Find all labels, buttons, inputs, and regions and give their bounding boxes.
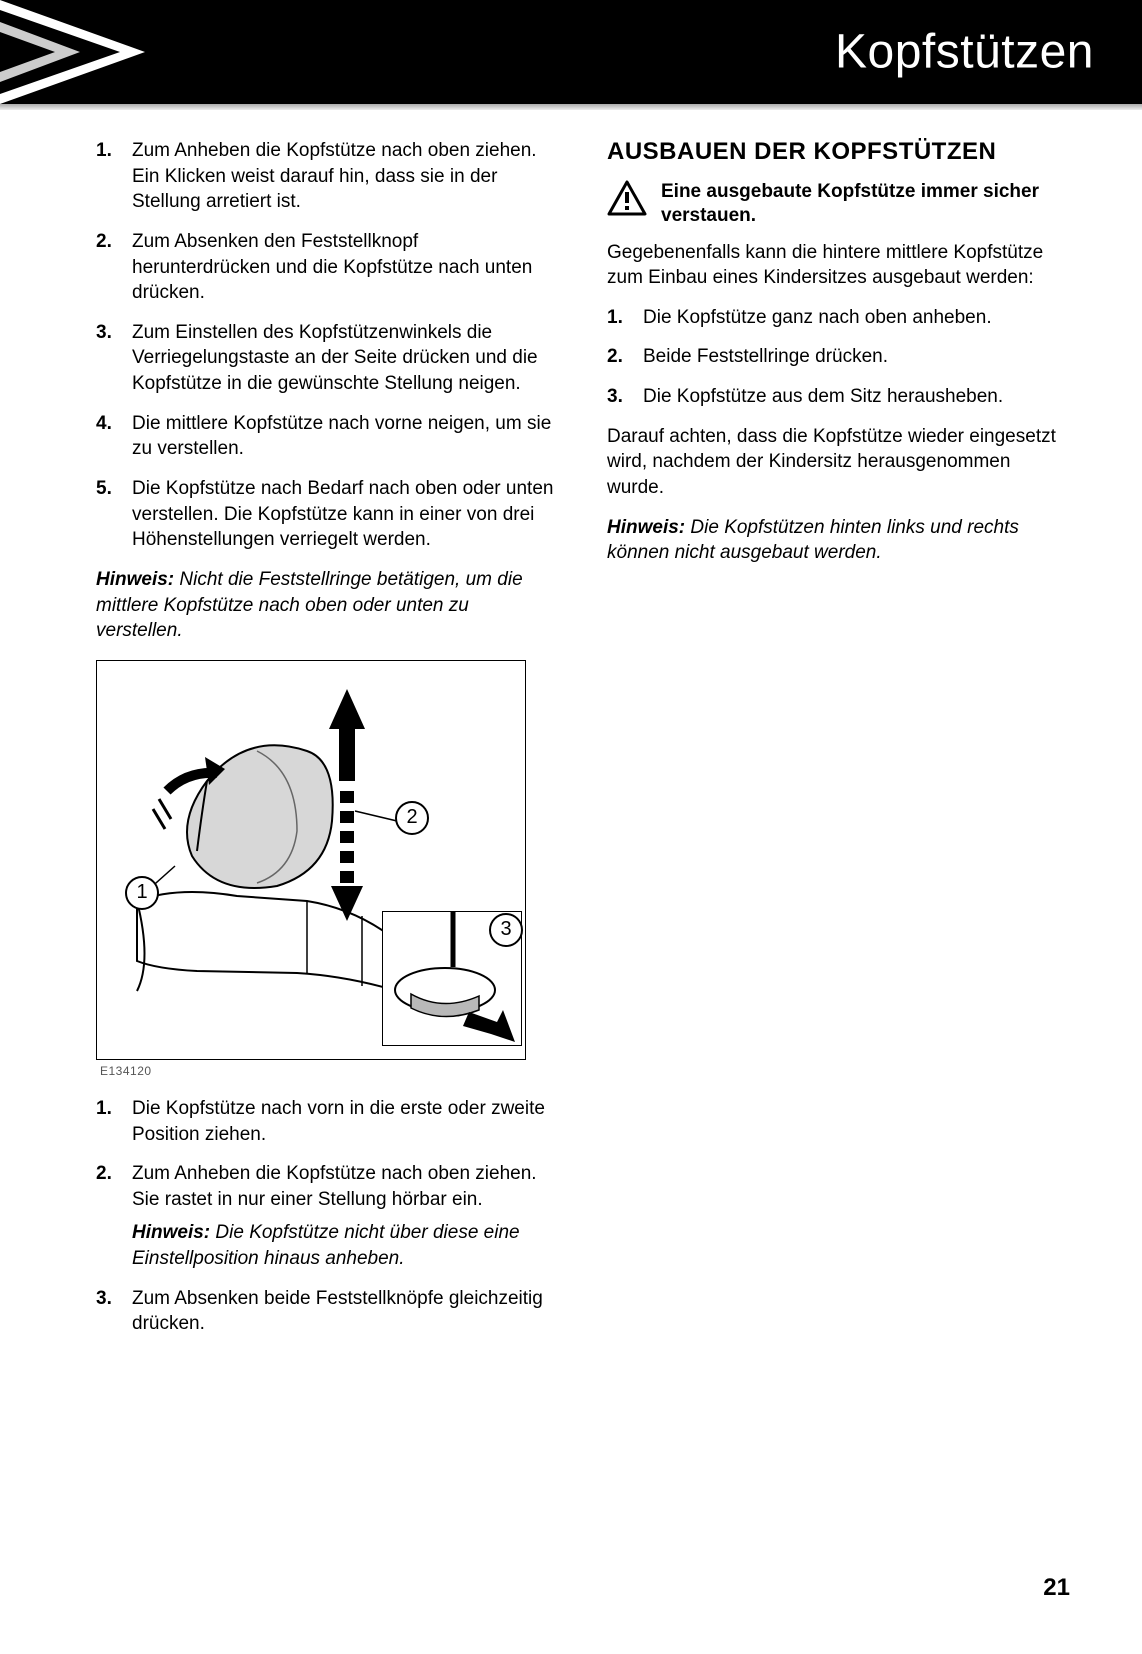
removal-list: Die Kopfstütze ganz nach oben anheben. B… bbox=[607, 305, 1070, 410]
list-item: Zum Einstellen des Kopfstützenwinkels di… bbox=[96, 320, 559, 397]
callout-3: 3 bbox=[489, 913, 523, 947]
note-label: Hinweis: bbox=[96, 569, 174, 590]
list-item: Die Kopfstütze ganz nach oben anheben. bbox=[607, 305, 1070, 331]
headrest-diagram: 1 2 3 bbox=[96, 660, 526, 1060]
note-1: Hinweis: Nicht die Feststellringe betäti… bbox=[96, 567, 559, 644]
instruction-list-2: Die Kopfstütze nach vorn in die erste od… bbox=[96, 1096, 559, 1337]
content-columns: Zum Anheben die Kopfstütze nach oben zie… bbox=[0, 110, 1142, 1351]
list-item: Die mittlere Kopfstütze nach vorne neige… bbox=[96, 411, 559, 462]
right-column: AUSBAUEN DER KOPFSTÜTZEN Eine ausgebaute… bbox=[607, 138, 1070, 1351]
instruction-list-1: Zum Anheben die Kopfstütze nach oben zie… bbox=[96, 138, 559, 553]
list-item: Zum Absenken den Feststellknopf herunter… bbox=[96, 229, 559, 306]
note-label: Hinweis: bbox=[607, 517, 685, 538]
page-title: Kopfstützen bbox=[835, 25, 1094, 80]
note-3: Hinweis: Die Kopfstützen hinten links un… bbox=[607, 515, 1070, 566]
page-number: 21 bbox=[1043, 1574, 1070, 1602]
list-item: Beide Feststellringe drücken. bbox=[607, 344, 1070, 370]
list-item: Zum Anheben die Kopfstütze nach oben zie… bbox=[96, 138, 559, 215]
list-item-text: Zum Absenken beide Feststellknöpfe gleic… bbox=[132, 1288, 543, 1335]
list-item-text: Die Kopfstütze nach vorn in die erste od… bbox=[132, 1098, 545, 1145]
note-2: Hinweis: Die Kopfstütze nicht über diese… bbox=[132, 1220, 559, 1271]
section-heading: AUSBAUEN DER KOPFSTÜTZEN bbox=[607, 138, 1070, 166]
list-item: Die Kopfstütze nach vorn in die erste od… bbox=[96, 1096, 559, 1147]
list-item: Zum Anheben die Kopfstütze nach oben zie… bbox=[96, 1161, 559, 1272]
warning-text: Eine ausgebaute Kopfstütze immer sicher … bbox=[661, 180, 1070, 228]
page: Kopfstützen Zum Anheben die Kopfstütze n… bbox=[0, 0, 1142, 1654]
outro-paragraph: Darauf achten, dass die Kopfstütze wiede… bbox=[607, 424, 1070, 501]
warning-row: Eine ausgebaute Kopfstütze immer sicher … bbox=[607, 180, 1070, 228]
note-label: Hinweis: bbox=[132, 1222, 210, 1243]
list-item-text: Zum Anheben die Kopfstütze nach oben zie… bbox=[132, 1163, 537, 1210]
intro-paragraph: Gegebenenfalls kann die hintere mittlere… bbox=[607, 240, 1070, 291]
list-item: Die Kopfstütze nach Bedarf nach oben ode… bbox=[96, 476, 559, 553]
list-item: Zum Absenken beide Feststellknöpfe gleic… bbox=[96, 1286, 559, 1337]
header-bar: Kopfstützen bbox=[0, 0, 1142, 104]
left-column: Zum Anheben die Kopfstütze nach oben zie… bbox=[96, 138, 559, 1351]
warning-icon bbox=[607, 180, 647, 216]
chevron-logo-icon bbox=[0, 0, 186, 104]
callout-2: 2 bbox=[395, 801, 429, 835]
diagram-caption: E134120 bbox=[100, 1064, 559, 1078]
list-item: Die Kopfstütze aus dem Sitz herausheben. bbox=[607, 384, 1070, 410]
callout-1: 1 bbox=[125, 876, 159, 910]
